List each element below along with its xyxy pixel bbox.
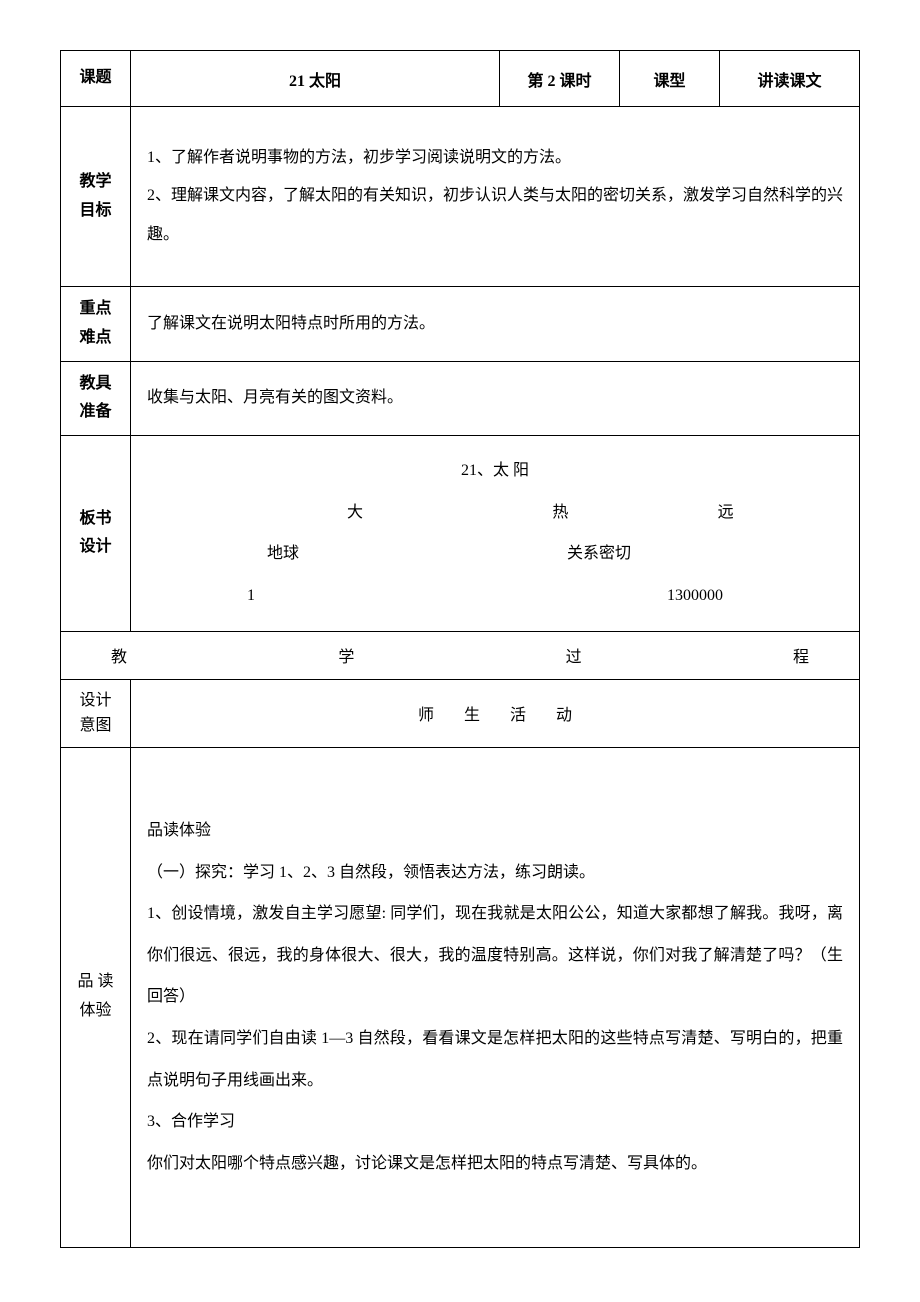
type-value: 讲读课文 xyxy=(720,51,860,107)
board-char-big: 大 xyxy=(347,492,472,534)
activity-header-row: 设计意图 师 生 活 动 xyxy=(61,679,860,747)
board-numbers-row: 1 1300000 xyxy=(147,575,843,617)
activity-char-4: 动 xyxy=(556,701,572,725)
preparation-label: 教具准备 xyxy=(61,361,131,436)
content-p3: 3、合作学习 xyxy=(147,1101,843,1143)
objectives-label: 教学目标 xyxy=(61,107,131,287)
content-p2: 2、现在请同学们自由读 1—3 自然段，看看课文是怎样把太阳的这些特点写清楚、写… xyxy=(147,1018,843,1101)
header-row: 课题 21 太阳 第 2 课时 课型 讲读课文 xyxy=(61,51,860,107)
board-design-row: 板书设计 21、太 阳 大 热 远 地球 关系密切 1 1300000 xyxy=(61,436,860,631)
board-characteristics: 大 热 远 xyxy=(147,492,843,534)
board-relation-row: 地球 关系密切 xyxy=(147,533,843,575)
topic-value: 21 太阳 xyxy=(131,51,500,107)
activity-char-3: 活 xyxy=(510,701,526,725)
board-char-far: 远 xyxy=(678,492,843,534)
board-earth: 地球 xyxy=(267,533,567,575)
preparation-row: 教具准备 收集与太阳、月亮有关的图文资料。 xyxy=(61,361,860,436)
objective-1: 1、了解作者说明事物的方法，初步学习阅读说明文的方法。 xyxy=(147,139,843,177)
process-char-4: 程 xyxy=(793,643,809,667)
process-header: 教 学 过 程 xyxy=(61,631,860,679)
objectives-content: 1、了解作者说明事物的方法，初步学习阅读说明文的方法。 2、理解课文内容，了解太… xyxy=(131,107,860,287)
design-intent-label: 设计意图 xyxy=(61,679,131,747)
experience-label: 品 读 体验 xyxy=(61,747,131,1247)
content-row: 品 读 体验 品读体验 （一）探究：学习 1、2、3 自然段，领悟表达方法，练习… xyxy=(61,747,860,1247)
keypoints-row: 重点难点 了解课文在说明太阳特点时所用的方法。 xyxy=(61,287,860,362)
activity-char-2: 生 xyxy=(464,701,480,725)
type-label: 课型 xyxy=(620,51,720,107)
period-value: 第 2 课时 xyxy=(500,51,620,107)
board-title: 21、太 阳 xyxy=(147,450,843,492)
lesson-plan-table: 课题 21 太阳 第 2 课时 课型 讲读课文 教学目标 1、了解作者说明事物的… xyxy=(60,50,860,1248)
board-label: 板书设计 xyxy=(61,436,131,631)
activity-char-1: 师 xyxy=(418,701,434,725)
board-content: 21、太 阳 大 热 远 地球 关系密切 1 1300000 xyxy=(131,436,860,631)
board-relation: 关系密切 xyxy=(567,533,631,575)
content-section: （一）探究：学习 1、2、3 自然段，领悟表达方法，练习朗读。 xyxy=(147,852,843,894)
objectives-row: 教学目标 1、了解作者说明事物的方法，初步学习阅读说明文的方法。 2、理解课文内… xyxy=(61,107,860,287)
keypoints-content: 了解课文在说明太阳特点时所用的方法。 xyxy=(131,287,860,362)
process-header-row: 教 学 过 程 xyxy=(61,631,860,679)
keypoints-label: 重点难点 xyxy=(61,287,131,362)
content-p1: 1、创设情境，激发自主学习愿望: 同学们，现在我就是太阳公公，知道大家都想了解我… xyxy=(147,893,843,1018)
activity-header: 师 生 活 动 xyxy=(131,679,860,747)
process-char-2: 学 xyxy=(338,643,354,667)
objective-2: 2、理解课文内容，了解太阳的有关知识，初步认识人类与太阳的密切关系，激发学习自然… xyxy=(147,177,843,254)
content-title: 品读体验 xyxy=(147,810,843,852)
board-char-hot: 热 xyxy=(472,492,677,534)
board-num-1: 1 xyxy=(247,575,667,617)
preparation-content: 收集与太阳、月亮有关的图文资料。 xyxy=(131,361,860,436)
process-char-3: 过 xyxy=(566,643,582,667)
process-char-1: 教 xyxy=(111,643,127,667)
content-p4: 你们对太阳哪个特点感兴趣，讨论课文是怎样把太阳的特点写清楚、写具体的。 xyxy=(147,1143,843,1185)
board-num-2: 1300000 xyxy=(667,575,723,617)
body-content: 品读体验 （一）探究：学习 1、2、3 自然段，领悟表达方法，练习朗读。 1、创… xyxy=(131,747,860,1247)
topic-label: 课题 xyxy=(61,51,131,107)
